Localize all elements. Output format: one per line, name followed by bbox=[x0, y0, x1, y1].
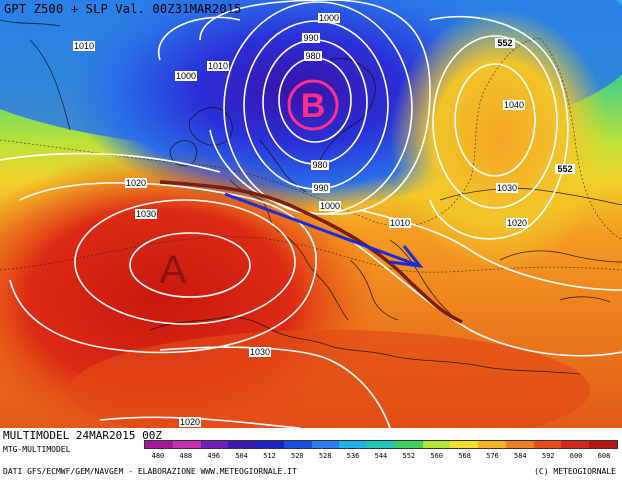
model-label: MTG-MULTIMODEL bbox=[3, 445, 71, 454]
color-scale-value: 536 bbox=[346, 452, 360, 460]
copyright: (C) METEOGIORNALE bbox=[534, 467, 616, 476]
color-swatch bbox=[200, 441, 229, 448]
color-scale-value: 520 bbox=[290, 452, 304, 460]
color-scale-value: 576 bbox=[486, 452, 499, 460]
isobar-label: 1000 bbox=[176, 71, 196, 81]
legend-footer: MULTIMODEL 24MAR2015 00Z MTG-MULTIMODEL … bbox=[0, 428, 622, 480]
color-scale-value: 488 bbox=[179, 452, 193, 460]
color-scale-value: 528 bbox=[318, 452, 332, 460]
color-scale-value: 512 bbox=[263, 452, 276, 460]
color-scale-value: 592 bbox=[541, 452, 555, 460]
color-swatch bbox=[172, 441, 201, 448]
forecast-map: B A 1010 1000 1000 990 980 1010 980 990 … bbox=[0, 0, 622, 428]
z500-contours bbox=[0, 37, 622, 273]
color-scale-value: 480 bbox=[151, 452, 165, 460]
color-swatch bbox=[394, 441, 423, 448]
color-scale-bar bbox=[144, 440, 618, 449]
data-sources: DATI GFS/ECMWF/GEM/NAVGEM - ELABORAZIONE… bbox=[3, 467, 297, 476]
ridge-east bbox=[390, 10, 610, 270]
isobar-label: 990 bbox=[313, 183, 328, 193]
isobar-label: 1030 bbox=[497, 183, 517, 193]
color-swatch bbox=[283, 441, 312, 448]
color-swatch bbox=[533, 441, 562, 448]
color-swatch bbox=[256, 441, 284, 448]
color-swatch bbox=[367, 441, 395, 448]
z500-label: 552 bbox=[557, 164, 572, 174]
color-swatch bbox=[228, 441, 257, 448]
isobar-label: 1020 bbox=[126, 178, 146, 188]
isobar-label: 1030 bbox=[136, 209, 156, 219]
low-pressure-label: B bbox=[301, 87, 326, 125]
z500-label: 552 bbox=[497, 38, 512, 48]
color-scale-value: 560 bbox=[430, 452, 444, 460]
run-label: MULTIMODEL 24MAR2015 00Z bbox=[3, 429, 162, 442]
isobar-label: 1000 bbox=[319, 13, 339, 23]
color-swatch bbox=[339, 441, 368, 448]
isobar-label: 1010 bbox=[208, 61, 228, 71]
color-swatch bbox=[589, 441, 618, 448]
isobar-label: 980 bbox=[305, 51, 320, 61]
blue-trajectory-arrow bbox=[224, 192, 424, 268]
brown-trajectory-line bbox=[159, 180, 463, 324]
color-swatch bbox=[505, 441, 534, 448]
color-swatch bbox=[311, 441, 340, 448]
color-scale-value: 608 bbox=[597, 452, 611, 460]
isobar-label: 1000 bbox=[320, 201, 340, 211]
color-scale-value: 584 bbox=[513, 452, 527, 460]
color-scale-value: 544 bbox=[374, 452, 388, 460]
color-scale-value: 552 bbox=[402, 452, 416, 460]
isobar-label: 1010 bbox=[390, 218, 410, 228]
color-swatch bbox=[561, 441, 590, 448]
color-scale-value: 568 bbox=[458, 452, 471, 460]
color-scale-value: 504 bbox=[235, 452, 248, 460]
high-pressure-label: A bbox=[160, 248, 187, 292]
isobar-label: 1020 bbox=[180, 417, 200, 427]
coastlines bbox=[0, 19, 622, 375]
isobar-label: 1030 bbox=[250, 347, 270, 357]
isobar-label: 1040 bbox=[504, 100, 524, 110]
isobar-label: 980 bbox=[312, 160, 327, 170]
color-scale-labels: 480 488 496 504 512 520 528 536 544 552 560 568 576 5… bbox=[144, 452, 618, 462]
map-title: GPT Z500 + SLP Val. 00Z31MAR2015 bbox=[4, 2, 242, 16]
color-swatch bbox=[478, 441, 506, 448]
color-swatch bbox=[450, 441, 479, 448]
color-scale-value: 496 bbox=[207, 452, 221, 460]
low-pressure-circle bbox=[287, 79, 339, 131]
color-swatch bbox=[145, 441, 173, 448]
isobar-labels: 1010 1000 1000 990 980 1010 980 990 1000… bbox=[73, 13, 528, 427]
color-scale-value: 600 bbox=[569, 452, 583, 460]
z500-labels: 552 552 bbox=[495, 38, 575, 174]
isobar-label: 1020 bbox=[507, 218, 527, 228]
color-swatch bbox=[422, 441, 451, 448]
warm-core-south bbox=[70, 330, 590, 428]
isobar-label: 1010 bbox=[74, 41, 94, 51]
isobar-label: 990 bbox=[303, 33, 318, 43]
